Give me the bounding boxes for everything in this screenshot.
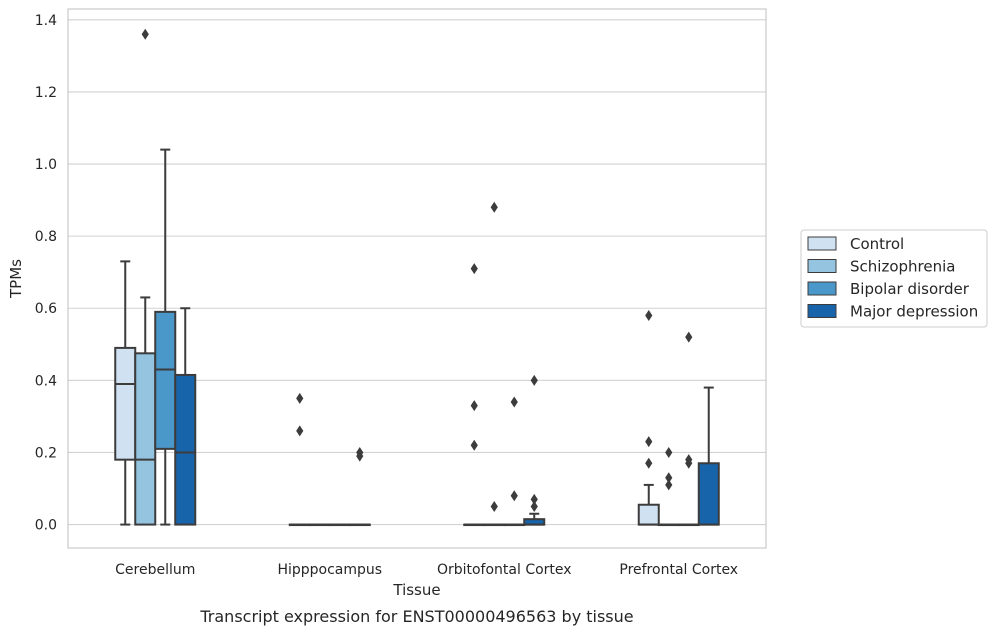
box-rect (637, 503, 660, 526)
outlier-point (296, 392, 304, 404)
box-bipolar-disorder (328, 523, 351, 527)
box-major-depression (348, 446, 371, 527)
outlier-point (490, 501, 498, 513)
x-axis-label: Tissue (392, 581, 440, 599)
box-bipolar-disorder (677, 331, 700, 527)
box-control (637, 309, 660, 526)
box-bipolar-disorder (154, 148, 177, 526)
box-rect (134, 352, 157, 526)
outlier-point (470, 439, 478, 451)
outlier-point (141, 28, 149, 40)
x-tick-label: Prefrontal Cortex (619, 562, 738, 578)
boxes (114, 28, 720, 527)
outlier-point (470, 400, 478, 412)
x-tick-label: Cerebellum (115, 562, 195, 578)
legend-label: Schizophrenia (850, 258, 955, 276)
box-schizophrenia (483, 201, 506, 527)
box-rect (114, 346, 137, 461)
outlier-point (645, 436, 653, 448)
box-rect (154, 310, 177, 450)
outlier-point (665, 472, 673, 484)
box-schizophrenia (308, 523, 331, 527)
box-control (288, 392, 311, 527)
outlier-point (685, 331, 693, 343)
box-major-depression (697, 386, 720, 526)
plot-frame (67, 8, 767, 549)
outlier-point (470, 263, 478, 275)
x-tick-label: Orbitofontal Cortex (437, 562, 572, 578)
y-tick-label: 0.0 (35, 518, 57, 534)
legend-label: Control (850, 235, 904, 253)
outlier-point (665, 479, 673, 491)
legend-swatch (807, 304, 837, 318)
y-tick-label: 1.4 (35, 13, 57, 29)
y-tick-label: 0.6 (35, 301, 57, 317)
y-tick-label: 1.2 (35, 85, 57, 101)
box-rect (174, 373, 197, 526)
legend-swatch (807, 281, 837, 296)
outlier-point (356, 446, 364, 458)
y-tick-label: 1.0 (35, 157, 57, 173)
legend-swatch (807, 259, 837, 273)
plot-area (68, 9, 766, 548)
box-major-depression (174, 307, 197, 526)
box-control (114, 260, 137, 526)
box-control (463, 263, 486, 527)
outlier-point (530, 374, 538, 386)
y-tick-labels: 0.0 0.2 0.4 0.6 0.8 1.0 1.2 1.4 (35, 13, 57, 534)
box-rect (697, 462, 720, 526)
y-tick-label: 0.2 (35, 445, 57, 461)
outlier-point (490, 201, 498, 213)
outlier-point (530, 493, 538, 505)
outlier-point (510, 490, 518, 502)
x-tick-labels: Cerebellum Hipppocampus Orbitofontal Corte… (115, 562, 738, 578)
outlier-point (665, 446, 673, 458)
y-tick-label: 0.4 (35, 373, 57, 389)
legend-label: Major depression (850, 303, 978, 321)
legend-label: Bipolar disorder (850, 280, 970, 298)
legend-swatch (807, 236, 837, 251)
y-tick-label: 0.8 (35, 229, 57, 245)
box-bipolar-disorder (503, 396, 526, 527)
legend-frame (800, 229, 988, 328)
chart-caption: Transcript expression for ENST0000049656… (199, 607, 633, 626)
x-tick-label: Hipppocampus (277, 562, 382, 578)
outlier-point (510, 396, 518, 408)
y-axis-label: TPMs (7, 259, 25, 299)
outlier-point (530, 501, 538, 513)
outlier-point (685, 454, 693, 466)
outlier-point (645, 309, 653, 321)
outlier-point (296, 425, 304, 437)
box-major-depression (523, 374, 546, 526)
outlier-point (645, 457, 653, 469)
legend: Control Schizophrenia Bipolar disorder Majo… (800, 229, 988, 328)
